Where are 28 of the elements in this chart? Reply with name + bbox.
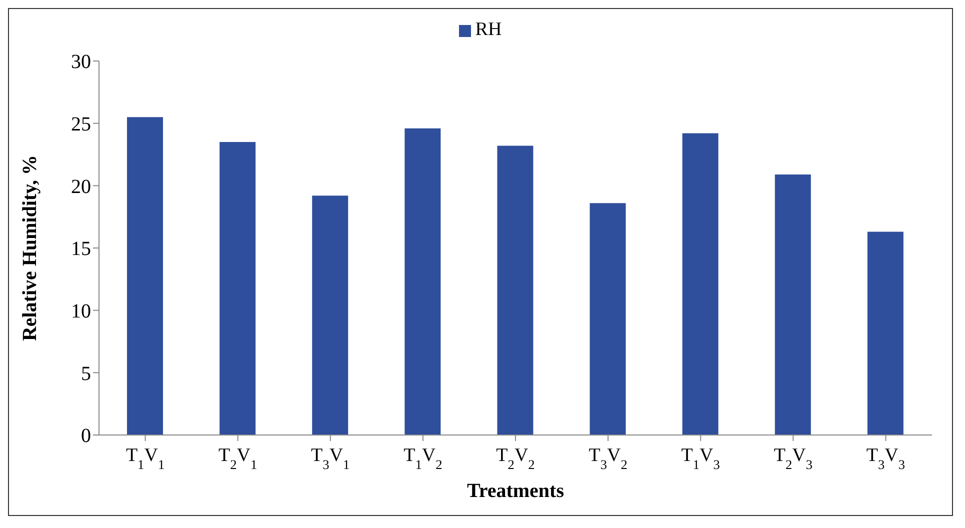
x-tick-label: T$_{2}$V$_{2}$ [496,445,535,472]
x-tick-label: T$_{3}$V$_{3}$ [866,445,906,472]
bar [312,196,348,435]
x-tick-label: T$_{1}$V$_{2}$ [404,445,442,472]
y-tick-label: 15 [71,238,91,260]
bar [867,232,904,435]
y-tick-label: 25 [71,113,91,136]
bar [220,142,256,435]
bar [497,146,534,435]
x-tick-label: T$_{1}$V$_{3}$ [681,445,720,472]
x-tick-label: T$_{3}$V$_{2}$ [588,445,628,472]
bar [404,128,441,435]
legend-label: RH [475,19,502,40]
x-tick-label: T$_{2}$V$_{1}$ [218,445,258,472]
x-tick-label: T$_{1}$V$_{1}$ [126,445,165,472]
x-tick-label: T$_{3}$V$_{1}$ [311,445,350,472]
bar [774,174,811,435]
y-tick-label: 20 [71,176,91,198]
x-tick-label: T$_{2}$V$_{3}$ [774,445,813,472]
bar [682,133,718,435]
y-tick-label: 30 [71,51,91,74]
y-axis-title: Relative Humidity, % [19,154,42,342]
y-tick-label: 10 [71,300,91,322]
x-axis-title: Treatments [466,480,564,502]
bar [590,203,626,435]
bar [127,117,163,435]
y-tick-label: 0 [81,425,91,448]
y-tick-label: 5 [81,362,91,385]
